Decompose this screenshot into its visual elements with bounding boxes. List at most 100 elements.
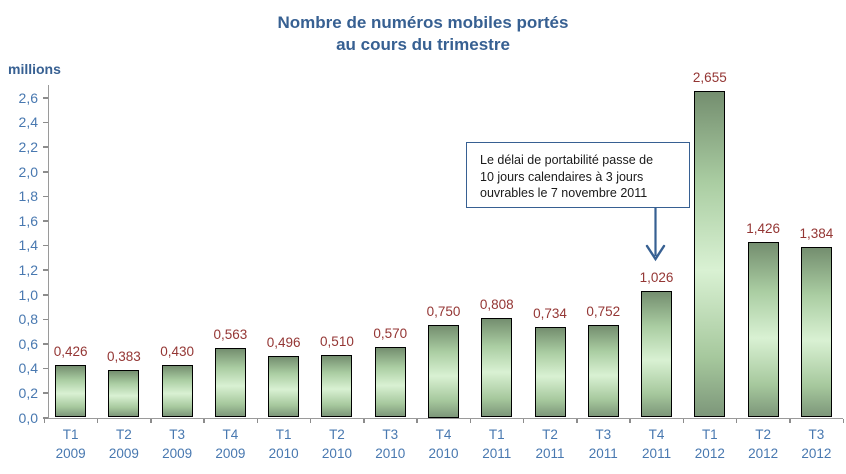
bar-value-label: 2,655 [692,69,727,85]
x-category-label: T2 2010 [309,425,365,463]
annotation-line1: Le délai de portabilité passe de [480,153,654,167]
x-category-label: T3 2012 [788,425,844,463]
y-tick-label: 0,0 [18,409,38,426]
bar-value-label: 0,752 [586,304,621,319]
x-category-year: 2009 [215,445,246,461]
y-tick-label: 2,4 [18,114,38,131]
bar [108,370,140,418]
x-category-label: T3 2011 [575,425,631,463]
bar-value-label: 0,734 [533,306,567,322]
x-category-year: 2011 [535,445,565,461]
bar-value-label: 1,426 [746,221,780,237]
chart-title: Nombre de numéros mobiles portés au cour… [0,12,846,56]
x-category-year: 2010 [321,445,352,461]
bar [321,354,353,418]
bar [694,90,726,418]
x-tick-mark [576,418,578,423]
x-tick-mark [469,418,472,423]
x-category-quarter: T2 [329,426,345,442]
x-category-label: T2 2011 [522,425,578,463]
bar-value-label: 0,570 [373,326,408,342]
y-tick-mark [43,269,48,271]
x-category-label: T2 2012 [735,425,791,463]
y-tick-mark [43,171,48,173]
x-tick-mark [96,418,99,423]
x-category-label: T1 2011 [469,425,525,463]
x-axis-line [44,417,843,419]
x-tick-mark [256,418,259,423]
x-tick-mark [629,418,631,423]
bar [161,364,193,418]
y-tick-mark [43,146,48,148]
x-category-quarter: T2 [542,426,558,442]
annotation-arrow-icon [645,208,666,262]
x-category-year: 2009 [108,445,139,461]
x-category-label: T4 2010 [416,425,472,463]
y-tick-label: 2,0 [18,163,38,180]
bar [374,347,406,418]
bar-value-label: 0,430 [160,343,195,359]
bar-value-label: 1,026 [639,270,674,286]
annotation-box: Le délai de portabilité passe de 10 jour… [466,142,690,208]
x-category-label: T1 2009 [43,425,99,463]
x-tick-mark [43,418,45,423]
y-tick-mark [43,97,48,99]
bar [55,365,87,418]
y-tick-mark [43,318,48,321]
x-category-quarter: T1 [62,426,79,442]
x-tick-mark [735,418,738,423]
x-tick-mark [416,418,418,423]
y-tick-mark [43,343,48,345]
x-category-quarter: T4 [222,426,239,442]
x-category-label: T3 2009 [149,425,205,463]
bar-value-label: 0,563 [213,327,248,343]
x-category-year: 2009 [162,445,193,461]
x-tick-mark [309,418,312,423]
x-category-label: T2 2009 [96,425,152,463]
x-category-quarter: T3 [169,426,186,442]
x-tick-mark [789,418,791,423]
chart-title-line2: au cours du trimestre [336,35,510,54]
bar [481,318,513,418]
x-category-quarter: T4 [435,426,452,442]
x-tick-mark [203,418,205,423]
bar [268,356,300,418]
y-tick-mark [43,392,48,394]
x-tick-mark [842,418,844,423]
x-category-year: 2011 [482,445,512,461]
y-tick-label: 0,6 [18,335,38,352]
chart-title-line1: Nombre de numéros mobiles portés [277,13,569,32]
x-category-quarter: T1 [488,426,505,442]
x-category-year: 2011 [642,445,672,461]
x-category-year: 2010 [375,445,406,461]
x-category-quarter: T2 [755,426,771,442]
x-category-year: 2012 [801,445,832,461]
y-axis-unit-label: millions [8,61,61,77]
y-tick-label: 1,2 [18,261,38,278]
y-tick-mark [43,220,48,222]
x-category-label: T3 2010 [362,425,418,463]
y-tick-mark [43,195,48,198]
y-tick-label: 1,0 [18,286,38,303]
bar-value-label: 0,750 [426,304,461,320]
y-tick-label: 2,2 [18,138,38,155]
x-category-quarter: T3 [595,426,612,442]
y-tick-mark [43,121,48,124]
annotation-line2: 10 jours calendaires à 3 jours [480,169,644,184]
y-axis-line [47,85,49,419]
bar [641,291,673,418]
annotation-line3: ouvrables le 7 novembre 2011 [480,186,648,200]
bar-value-label: 0,510 [320,333,354,349]
y-tick-label: 0,2 [18,384,38,401]
bar-value-label: 0,496 [266,335,301,351]
x-category-year: 2009 [55,445,86,461]
y-tick-label: 1,6 [18,212,38,229]
bar [428,325,459,418]
y-tick-label: 2,6 [18,89,38,106]
x-category-quarter: T2 [116,426,132,442]
y-tick-mark [43,367,48,370]
x-category-year: 2012 [694,445,725,461]
bar-value-label: 0,426 [53,344,88,360]
bar-value-label: 0,383 [106,349,141,365]
